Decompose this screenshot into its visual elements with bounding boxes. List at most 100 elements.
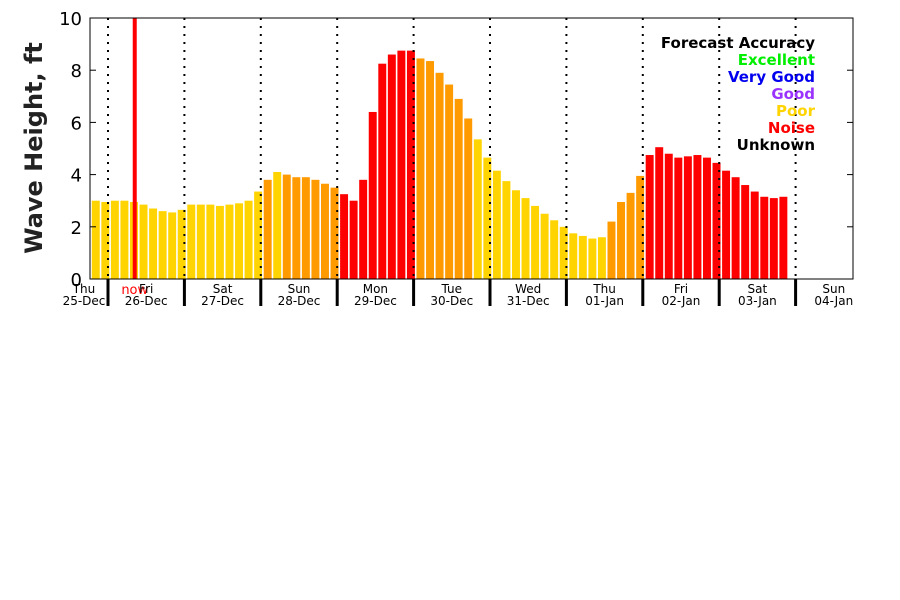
bar: [397, 50, 406, 280]
bar: [168, 212, 177, 279]
x-date-label: 03-Jan: [738, 294, 777, 308]
x-date-label: 26-Dec: [125, 294, 168, 308]
bar: [588, 238, 597, 279]
bar: [187, 204, 196, 279]
bar: [760, 196, 769, 279]
bar: [101, 202, 110, 279]
axes-layer: 0246810Thu25-DecFri26-DecSat27-DecSun28-…: [59, 9, 854, 308]
bar: [282, 174, 291, 279]
bar: [244, 200, 253, 279]
bar: [569, 233, 578, 279]
legend-item: Poor: [776, 102, 816, 120]
x-day-label: Sat: [748, 282, 768, 296]
bar: [435, 72, 444, 279]
plot-frame: [89, 17, 854, 280]
now-label: now: [121, 283, 148, 298]
bar: [273, 171, 282, 279]
bar: [196, 204, 205, 279]
x-date-label: 27-Dec: [201, 294, 244, 308]
bar: [91, 200, 100, 279]
bar: [263, 179, 272, 279]
bar: [683, 156, 692, 279]
legend-item: Excellent: [738, 51, 815, 69]
bar: [664, 153, 673, 279]
x-date-label: 04-Jan: [814, 294, 853, 308]
bar: [578, 235, 587, 279]
bar: [215, 205, 224, 279]
bar: [645, 155, 654, 279]
bar: [473, 139, 482, 279]
bar: [674, 157, 683, 279]
bars-layer: [91, 50, 788, 280]
bar: [531, 205, 540, 279]
bar: [110, 200, 119, 279]
bar: [445, 84, 454, 279]
x-day-label: Sun: [288, 282, 311, 296]
x-date-label: 28-Dec: [278, 294, 321, 308]
bar: [750, 191, 759, 279]
legend-item: Unknown: [737, 136, 815, 154]
bar: [741, 185, 750, 279]
bar: [521, 198, 530, 279]
bar: [769, 198, 778, 279]
bar: [120, 200, 129, 279]
bar: [349, 200, 358, 279]
bar: [607, 221, 616, 279]
bar: [330, 187, 339, 279]
bar: [416, 58, 425, 280]
bar: [636, 175, 645, 279]
bar: [340, 194, 349, 279]
y-tick-label: 0: [71, 270, 82, 291]
bar: [254, 191, 263, 279]
bar: [540, 213, 549, 279]
bar: [292, 177, 301, 279]
legend-item: Good: [771, 85, 815, 103]
bar: [502, 181, 511, 280]
x-day-label: Wed: [515, 282, 541, 296]
bar: [492, 170, 501, 279]
bar: [406, 50, 415, 280]
bar: [177, 209, 186, 279]
x-day-label: Sat: [213, 282, 233, 296]
bar: [301, 177, 310, 279]
x-date-label: 31-Dec: [507, 294, 550, 308]
x-date-label: 02-Jan: [662, 294, 701, 308]
bar: [597, 237, 606, 279]
bar: [158, 211, 167, 279]
x-date-label: 29-Dec: [354, 294, 397, 308]
y-tick-label: 2: [71, 218, 82, 239]
bar: [149, 208, 158, 279]
x-day-label: Thu: [72, 282, 96, 296]
bar: [311, 179, 320, 279]
y-tick-label: 4: [71, 166, 82, 187]
x-date-label: 01-Jan: [585, 294, 624, 308]
y-tick-label: 10: [59, 9, 82, 30]
legend-title: Forecast Accuracy: [661, 34, 815, 52]
bar: [378, 63, 387, 280]
bar: [464, 118, 473, 280]
bar: [559, 226, 568, 279]
bar: [454, 98, 463, 279]
bar: [712, 162, 721, 279]
bar: [512, 190, 520, 279]
bar: [731, 177, 740, 279]
bar: [387, 54, 396, 279]
bar: [779, 196, 788, 279]
bar: [655, 147, 664, 279]
x-day-label: Thu: [592, 282, 616, 296]
bar: [617, 202, 625, 279]
y-tick-label: 6: [71, 113, 82, 134]
bar: [368, 111, 377, 280]
x-day-label: Fri: [139, 282, 153, 296]
legend-item: Noise: [768, 119, 815, 137]
x-date-label: 25-Dec: [63, 294, 106, 308]
x-day-label: Tue: [441, 282, 463, 296]
x-day-label: Mon: [363, 282, 388, 296]
bar: [426, 61, 434, 280]
bar: [206, 204, 215, 279]
bar: [693, 155, 702, 279]
x-date-label: 30-Dec: [430, 294, 473, 308]
y-axis-label: Wave Height, ft: [20, 42, 48, 254]
